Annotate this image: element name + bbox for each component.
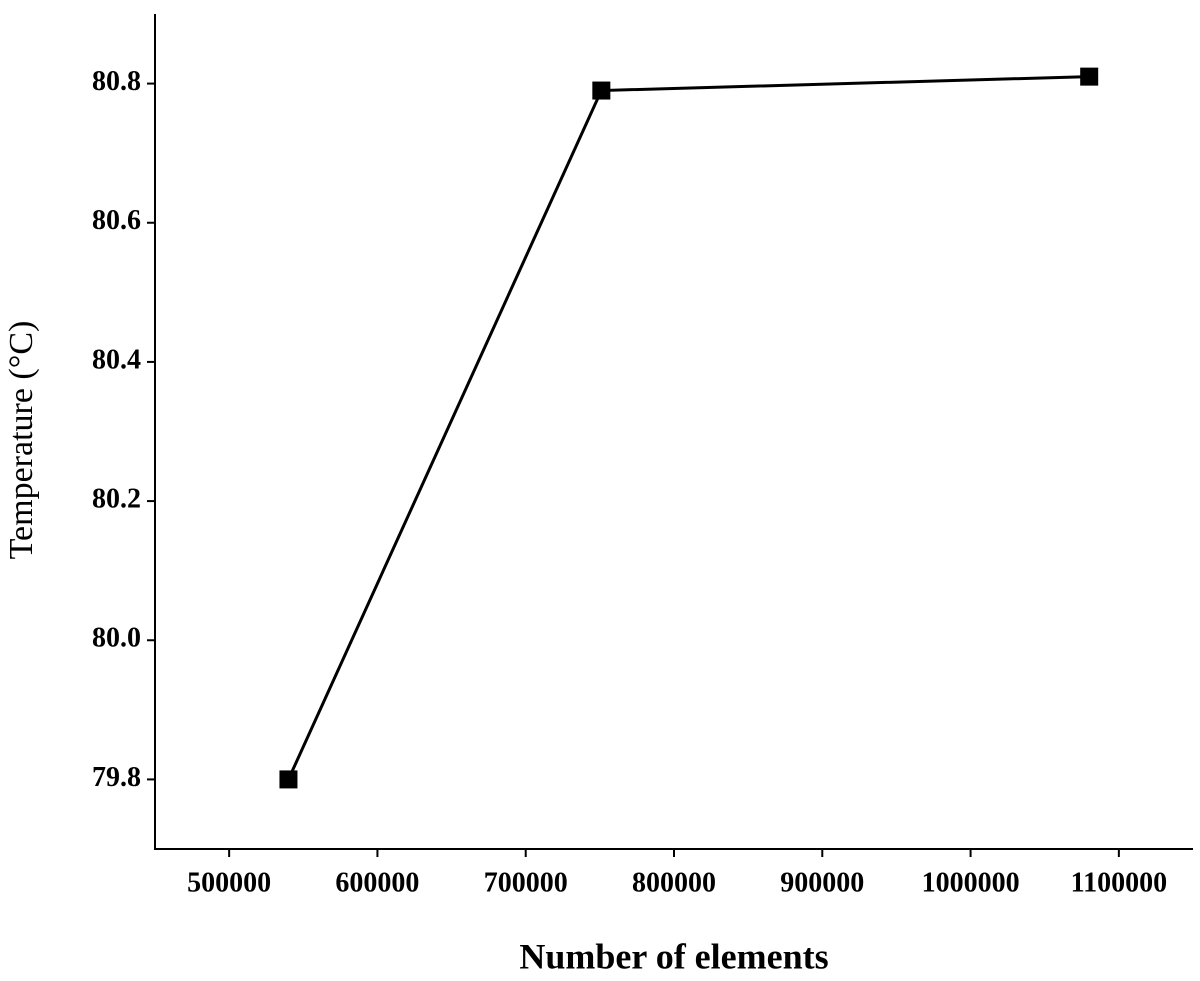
x-axis-label: Number of elements <box>519 936 828 976</box>
marker <box>279 770 298 789</box>
y-tick-label: 80.2 <box>92 484 141 515</box>
y-tick-label: 80.6 <box>92 205 141 236</box>
y-tick-label: 80.4 <box>92 344 141 375</box>
marker <box>592 81 611 100</box>
x-tick-label: 1100000 <box>1071 867 1167 898</box>
line <box>287 75 1090 781</box>
x-tick-label: 600000 <box>335 867 419 898</box>
x-tick-label: 900000 <box>780 867 864 898</box>
marker <box>1080 67 1099 86</box>
y-tick-label: 80.0 <box>92 623 141 654</box>
y-axis-label: Temperature (°C) <box>3 321 40 560</box>
x-tick-label: 700000 <box>484 867 568 898</box>
x-tick-label: 1000000 <box>922 867 1020 898</box>
y-tick-label: 80.8 <box>92 66 141 97</box>
x-tick-label: 800000 <box>632 867 716 898</box>
x-tick-label: 500000 <box>187 867 271 898</box>
y-tick-label: 79.8 <box>92 762 141 793</box>
